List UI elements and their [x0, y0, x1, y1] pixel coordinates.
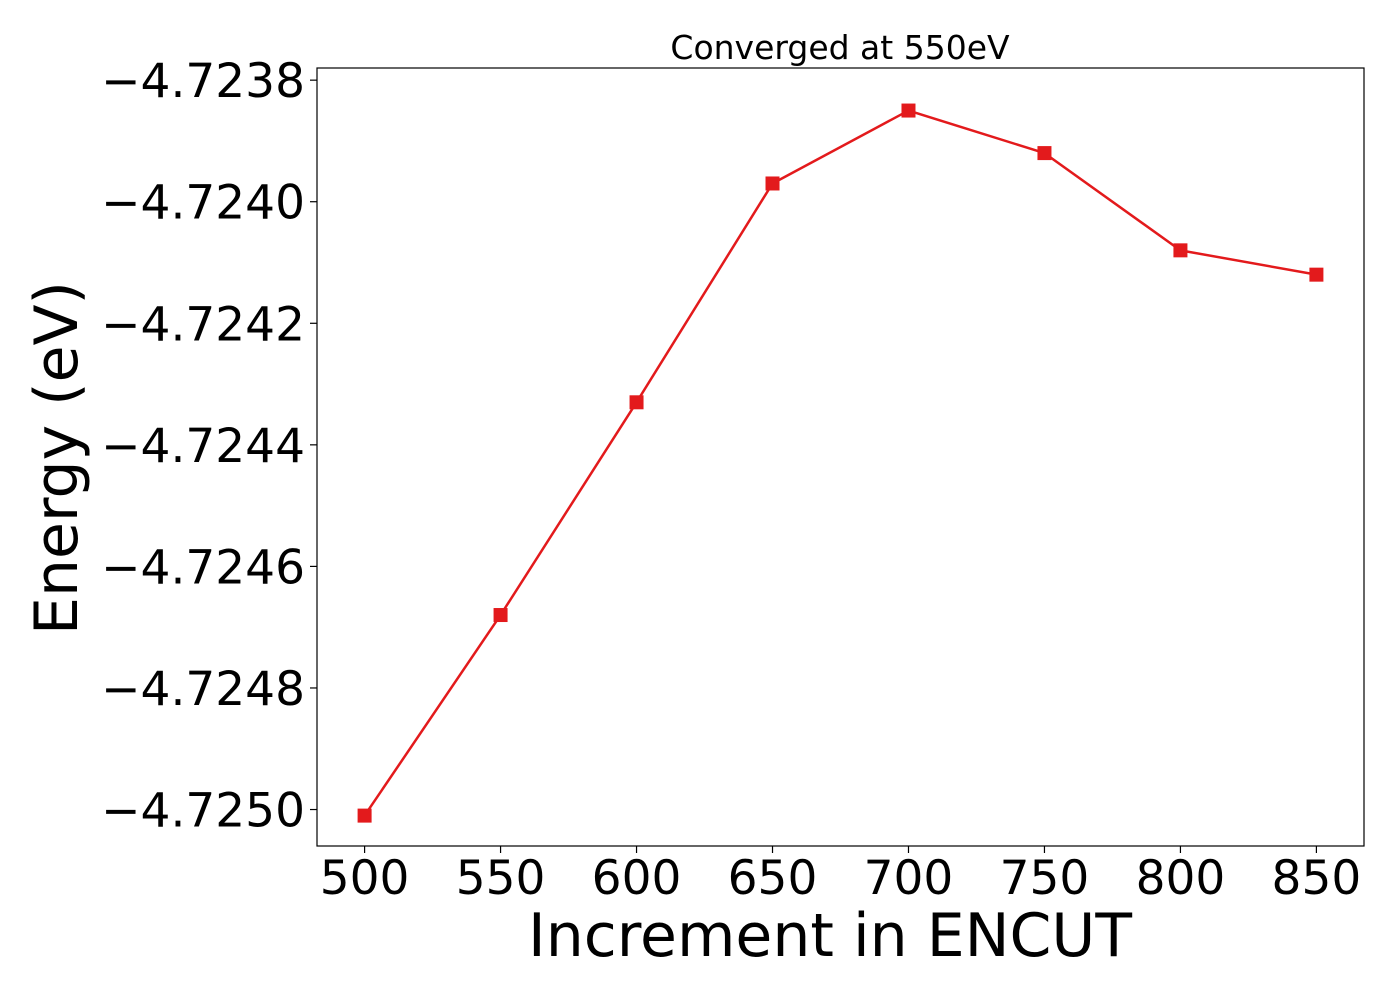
- data-point: [629, 395, 644, 410]
- x-tick-label: 500: [320, 851, 410, 906]
- y-tick-label: −4.7240: [101, 176, 305, 231]
- y-axis-label: Energy (eV): [22, 281, 92, 635]
- data-point: [765, 176, 780, 191]
- y-tick-label: −4.7242: [101, 297, 305, 352]
- x-tick-label: 650: [728, 851, 818, 906]
- data-point: [1037, 146, 1052, 161]
- data-point: [1173, 243, 1188, 258]
- plot-frame: [316, 67, 1365, 847]
- chart-title: Converged at 550eV: [670, 28, 1010, 67]
- y-axis: −4.7250 −4.7248 −4.7246 −4.7244 −4.7242 −4.72…: [101, 54, 317, 839]
- x-tick-label: 700: [864, 851, 954, 906]
- data-point: [901, 103, 916, 118]
- data-point: [493, 608, 508, 623]
- y-tick-label: −4.7244: [101, 419, 305, 474]
- data-point: [357, 808, 372, 823]
- data-point: [1309, 267, 1324, 282]
- y-tick-label: −4.7246: [101, 540, 305, 595]
- x-tick-label: 850: [1272, 851, 1362, 906]
- y-tick-label: −4.7250: [101, 784, 305, 839]
- series-line: [363, 109, 1317, 817]
- y-tick-label: −4.7238: [101, 54, 305, 109]
- x-axis-label: Increment in ENCUT: [528, 901, 1132, 971]
- x-tick-label: 550: [456, 851, 546, 906]
- y-tick-label: −4.7248: [101, 662, 305, 717]
- x-tick-label: 800: [1136, 851, 1226, 906]
- x-axis: 500 550 600 650 700 750 800 850: [320, 846, 1362, 906]
- series-layer: [357, 103, 1324, 823]
- x-tick-label: 600: [592, 851, 682, 906]
- x-tick-label: 750: [1000, 851, 1090, 906]
